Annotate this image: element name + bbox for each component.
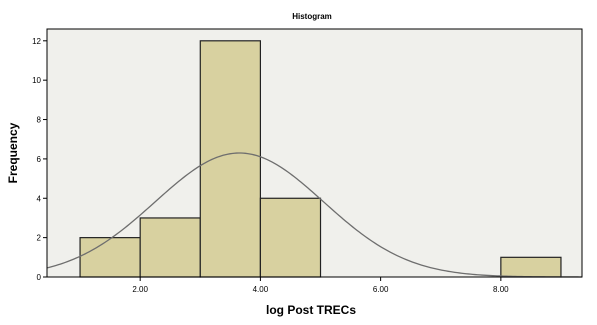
- plot-frame: [46, 28, 583, 278]
- y-tick-label-4: 4: [37, 194, 42, 203]
- x-axis: 2.00 4.00 6.00 8.00: [132, 277, 509, 294]
- y-tick-label-0: 0: [37, 273, 42, 282]
- histogram-bar-0: [79, 237, 141, 278]
- histogram-bar-1: [139, 217, 201, 278]
- x-tick-label-8: 8.00: [493, 285, 509, 294]
- x-axis-label: log Post TRECs: [266, 303, 356, 317]
- histogram-bar-7: [500, 256, 562, 278]
- y-axis-label: Frequency: [6, 122, 20, 183]
- y-tick-label-2: 2: [37, 234, 42, 243]
- y-tick-label-6: 6: [37, 155, 42, 164]
- y-tick-label-12: 12: [32, 37, 41, 46]
- histogram-bars: [79, 40, 562, 278]
- y-axis: 0 2 4 6 8 10 12: [32, 37, 47, 282]
- histogram-bar-2: [199, 40, 261, 278]
- y-tick-label-8: 8: [37, 116, 42, 125]
- x-tick-label-4: 4.00: [253, 285, 269, 294]
- histogram-bar-3: [259, 197, 322, 278]
- normal-distribution-curve: [46, 152, 582, 278]
- x-tick-label-6: 6.00: [373, 285, 389, 294]
- x-tick-label-2: 2.00: [132, 285, 148, 294]
- y-tick-label-10: 10: [32, 76, 41, 85]
- chart-title: Histogram: [292, 12, 332, 21]
